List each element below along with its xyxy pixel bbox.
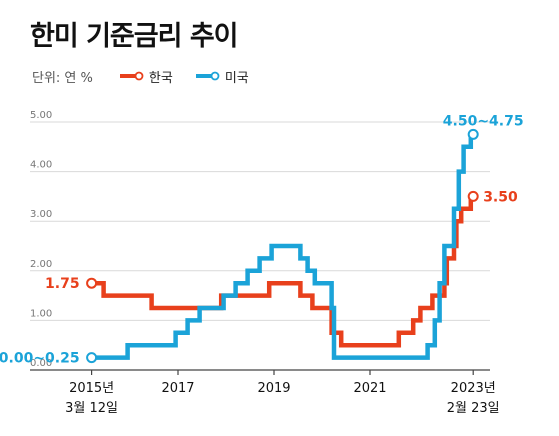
legend-item-korea: 한국 — [119, 67, 173, 86]
legend-label-us: 미국 — [224, 70, 249, 86]
legend-item-us: 미국 — [195, 67, 249, 86]
x-tick-label: 2017 — [161, 381, 194, 396]
x-tick-sublabel: 2월 23일 — [447, 401, 500, 416]
y-tick-label: 1.00 — [30, 308, 52, 319]
y-tick-label: 0.00 — [30, 358, 52, 369]
legend-marker-us — [195, 71, 220, 81]
end-point-marker — [467, 128, 479, 140]
chart-title: 한미 기준금리 추이 — [30, 21, 239, 52]
y-tick-label: 3.00 — [30, 209, 52, 220]
legend: 단위: 연 % 한국 미국 — [32, 66, 271, 86]
start-point-marker — [86, 352, 98, 364]
unit-label: 단위: 연 % — [32, 70, 93, 86]
legend-marker-korea — [119, 71, 144, 81]
end-point-marker — [467, 190, 479, 202]
series-line-us — [91, 132, 474, 360]
y-tick-label: 5.00 — [30, 110, 52, 121]
x-tick-sublabel: 3월 12일 — [65, 401, 118, 416]
start-value-label: 1.75 — [45, 276, 80, 292]
start-point-marker — [86, 277, 98, 289]
y-tick-label: 4.00 — [30, 160, 52, 171]
end-value-label: 4.50~4.75 — [443, 113, 524, 129]
x-tick-label: 2021 — [353, 381, 386, 396]
x-tick-label: 2019 — [257, 381, 290, 396]
x-tick-label: 2023년 — [451, 381, 496, 396]
end-value-label: 3.50 — [483, 189, 518, 205]
legend-label-korea: 한국 — [148, 70, 173, 86]
x-tick-label: 2015년 — [69, 381, 114, 396]
y-tick-label: 2.00 — [30, 259, 52, 270]
start-value-label: 0.00~0.25 — [0, 351, 80, 367]
